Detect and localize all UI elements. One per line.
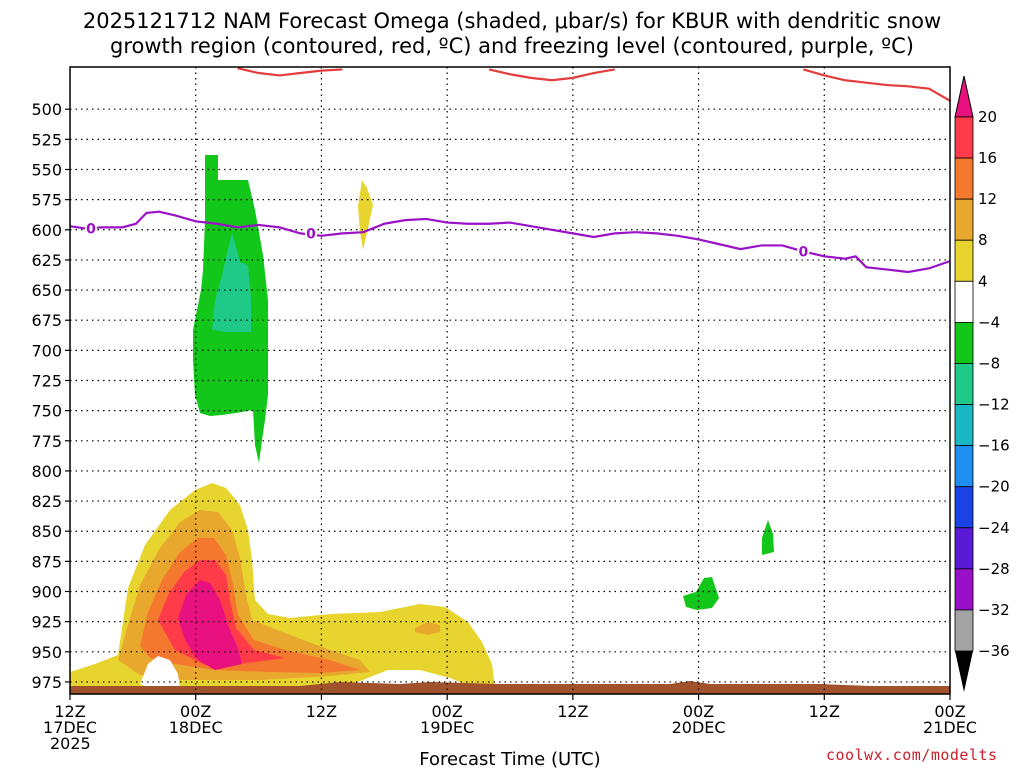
y-tick-label-925: 925 — [31, 613, 62, 632]
colorbar-swatch-3 — [954, 239, 974, 282]
colorbar-swatch-7 — [954, 404, 974, 447]
x-tick-label-12-1: 00Z — [180, 702, 211, 721]
colorbar-swatch-6 — [954, 363, 974, 405]
x-tick-label-84-1: 00Z — [934, 702, 965, 721]
y-tick-label-500: 500 — [31, 100, 62, 119]
x-tick-label-0-3: 2025 — [50, 734, 91, 753]
x-tick-label-60-1: 00Z — [683, 702, 714, 721]
y-tick-label-750: 750 — [31, 402, 62, 421]
colorbar-swatch-2 — [954, 198, 974, 241]
colorbar-label-11: −28 — [978, 560, 1010, 578]
omega-region-lift-20dec-b — [762, 520, 774, 555]
y-tick-label-850: 850 — [31, 522, 62, 541]
dendritic-contour-2 — [803, 68, 951, 102]
colorbar-label-10: −24 — [978, 519, 1010, 537]
colorbar-label-6: −8 — [978, 354, 1000, 372]
freezing-level-label-0: 0 — [86, 222, 96, 238]
omega-region-lift-20dec — [683, 577, 719, 610]
y-tick-label-525: 525 — [31, 130, 62, 149]
omega-region-lower-plume-max — [178, 580, 242, 670]
colorbar-swatch-5 — [954, 321, 974, 364]
contour-lines: 0 0 0 — [69, 67, 951, 274]
omega-region-small-gold — [415, 622, 440, 635]
omega-region-lift-core-inner — [212, 232, 251, 332]
y-tick-label-550: 550 — [31, 160, 62, 179]
colorbar-swatch-10 — [954, 527, 974, 570]
y-tick-label-975: 975 — [31, 673, 62, 692]
colorbar-label-7: −12 — [978, 396, 1010, 414]
y-tick-label-625: 625 — [31, 251, 62, 270]
colorbar-swatch-1 — [954, 157, 974, 200]
colorbar-label-12: −32 — [978, 601, 1010, 619]
y-tick-label-800: 800 — [31, 462, 62, 481]
colorbar-label-1: 16 — [978, 149, 997, 167]
x-tick-label-84-2: 21DEC — [923, 718, 977, 737]
x-tick-label-36-2: 19DEC — [420, 718, 474, 737]
colorbar-bottom-arrow — [955, 651, 973, 692]
x-tick-label-72-1: 12Z — [809, 702, 840, 721]
freezing-level-label-bg-0 — [84, 220, 97, 237]
chart-title-line2: growth region (contoured, red, ºC) and f… — [110, 34, 914, 58]
y-tick-label-950: 950 — [31, 643, 62, 662]
freezing-level-label-2: 0 — [798, 244, 808, 260]
colorbar-swatch-0 — [954, 116, 974, 159]
dendritic-contour-0 — [237, 67, 343, 77]
terrain-surface — [70, 681, 950, 694]
omega-region-upper-yellow — [358, 180, 373, 250]
freezing-level-label-1: 0 — [306, 226, 316, 242]
omega-region-lower-plume-hole — [140, 656, 180, 688]
dendritic-contour-1 — [488, 68, 615, 82]
colorbar-label-3: 8 — [978, 231, 988, 249]
colorbar-label-9: −20 — [978, 478, 1010, 496]
y-tick-label-725: 725 — [31, 372, 62, 391]
colorbar-label-4: 4 — [978, 272, 988, 290]
x-tick-label-12-2: 18DEC — [169, 718, 223, 737]
colorbar-label-8: −16 — [978, 437, 1010, 455]
freezing-level-label-bg-1 — [304, 225, 317, 242]
colorbar-swatch-4 — [954, 280, 974, 323]
y-tick-label-900: 900 — [31, 583, 62, 602]
y-tick-label-875: 875 — [31, 552, 62, 571]
freezing-level-line — [69, 210, 951, 274]
colorbar-top-arrow — [954, 75, 974, 118]
x-axis-title: Forecast Time (UTC) — [419, 749, 600, 768]
x-tick-label-48-1: 12Z — [557, 702, 588, 721]
y-tick-label-675: 675 — [31, 311, 62, 330]
x-tick-label-0-2: 17DEC — [43, 718, 97, 737]
y-tick-label-775: 775 — [31, 432, 62, 451]
colorbar-swatch-9 — [954, 486, 974, 529]
y-tick-label-825: 825 — [31, 492, 62, 511]
colorbar-swatch-8 — [954, 445, 974, 488]
x-tick-label-24-1: 12Z — [306, 702, 337, 721]
colorbar: 20 16 12 8 4 −4 −8 −12 −16 −20 −24 −28 −32 −36 — [954, 75, 1010, 692]
colorbar-swatch-11 — [954, 568, 974, 611]
y-tick-label-700: 700 — [31, 341, 62, 360]
grid-lines — [70, 67, 950, 694]
y-tick-label-575: 575 — [31, 191, 62, 210]
x-tick-label-0-1: 12Z — [54, 702, 85, 721]
colorbar-label-5: −4 — [978, 313, 1000, 331]
chart-title-line1: 2025121712 NAM Forecast Omega (shaded, μ… — [82, 9, 942, 33]
x-tick-label-36-1: 00Z — [431, 702, 462, 721]
colorbar-label-13: −36 — [978, 642, 1010, 660]
x-tick-label-60-2: 20DEC — [672, 718, 726, 737]
freezing-level-label-bg-2 — [797, 243, 810, 260]
credit-text: coolwx.com/modelts — [826, 746, 998, 764]
omega-shading — [70, 155, 950, 694]
colorbar-label-2: 12 — [978, 190, 997, 208]
colorbar-label-0: 20 — [978, 108, 997, 126]
y-tick-label-600: 600 — [31, 221, 62, 240]
y-axis: 500 525 550 575 600 625 650 675 700 725 750 775 800 8… — [31, 100, 70, 692]
colorbar-swatch-12 — [954, 609, 974, 652]
y-tick-label-650: 650 — [31, 281, 62, 300]
